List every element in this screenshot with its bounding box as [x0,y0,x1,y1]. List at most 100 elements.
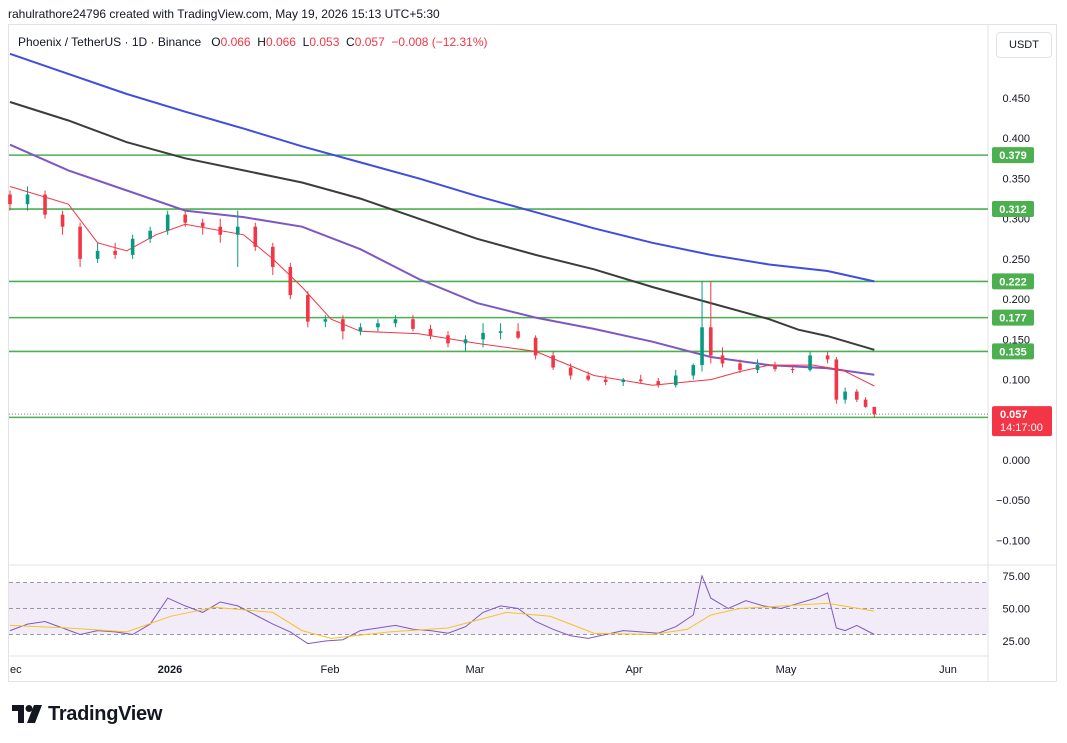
candle-body [323,319,328,322]
price-tick-label: 0.100 [1002,375,1030,387]
price-tick-label: 0.200 [1002,294,1030,306]
moving-average-line [9,186,875,387]
candle-body [306,295,310,322]
candle-body [738,363,742,370]
price-tick-label: 0.400 [1002,133,1030,145]
candle-body [113,250,117,255]
candle-body [691,365,696,376]
time-tick-label: Feb [321,664,340,676]
candle-body [872,406,877,415]
level-price-label: 0.135 [999,346,1027,358]
candle-body [60,214,65,227]
tradingview-logo[interactable]: TradingView [12,702,162,726]
price-tick-label: 0.150 [1002,334,1030,346]
rsi-tick-label: 25.00 [1002,636,1030,648]
low-value: 0.053 [309,35,340,49]
change-value: −0.008 (−12.31%) [391,35,488,49]
level-price-label: 0.312 [999,204,1027,216]
candle-body [358,327,363,332]
candle-body [78,226,82,259]
candle-body [8,194,12,205]
candle-body [165,214,170,231]
level-price-label: 0.177 [999,313,1027,325]
level-price-label: 0.379 [999,150,1027,162]
price-tick-label: 0.000 [1002,455,1030,467]
time-tick-label: Apr [625,664,642,676]
candle-body [235,226,240,235]
price-tick-label: 0.250 [1002,254,1030,266]
candle-body [183,214,187,223]
time-tick-label: 2026 [158,664,182,676]
watermark-text: rahulrathore24796 created with TradingVi… [8,7,440,21]
symbol-legend: Phoenix / TetherUS · 1D · Binance O0.066… [18,35,488,49]
candle-body [843,391,847,400]
candle-body [773,365,777,370]
candle-body [43,194,47,215]
candle-body [428,328,433,336]
candle-body [393,319,398,324]
level-price-badge [992,147,1034,164]
candle-body [700,327,704,366]
price-tick-label: 0.450 [1002,93,1030,105]
logo-text: TradingView [48,702,163,725]
candle-body [341,319,345,332]
candle-body [603,379,608,382]
time-tick-label: Mar [466,664,485,676]
candle-body [834,359,839,400]
level-price-label: 0.222 [999,276,1027,288]
price-tick-label: 0.350 [1002,173,1030,185]
rsi-line [9,574,875,645]
candle-body [755,365,760,370]
candle-body [253,226,258,247]
candle-body [481,332,485,340]
open-value: 0.066 [220,35,251,49]
level-price-badge [992,309,1034,326]
candle-body [271,246,275,267]
candle-body [863,399,868,407]
open-label: O [211,35,221,49]
low-label: L [302,35,310,49]
currency-button[interactable]: USDT [996,32,1052,58]
candle-body [130,238,135,255]
candle-body [790,369,795,371]
level-price-badge [992,201,1034,218]
time-tick-label: Jun [939,664,957,676]
candle-body [516,331,520,338]
candle-body [825,355,830,360]
high-label: H [257,35,266,49]
candle-body [25,194,30,205]
close-label: C [346,35,355,49]
candle-body [673,375,678,386]
rsi-tick-label: 75.00 [1002,571,1030,583]
candle-body [446,335,450,344]
rsi-band-fill [9,582,988,635]
candle-body [288,266,293,296]
candle-body [720,355,725,364]
candle-body [95,250,100,259]
rsi-ma-line [9,602,875,639]
chart-frame [8,24,1057,682]
candle-body [808,355,812,370]
moving-average-line [9,101,875,351]
time-tick-label: May [776,664,797,676]
candle-body [551,355,555,368]
last-price-label: 0.057 [1000,409,1028,421]
close-value: 0.057 [354,35,385,49]
candle-body [586,375,590,380]
price-tick-label: −0.100 [996,535,1030,547]
candle-body [638,379,643,382]
level-price-badge [992,343,1034,360]
level-price-badge [992,273,1034,290]
tradingview-logo-icon [12,705,42,723]
candle-body [656,381,661,386]
symbol-name[interactable]: Phoenix / TetherUS · 1D · Binance [18,35,202,49]
rsi-tick-label: 50.00 [1002,604,1030,616]
candle-body [533,337,538,356]
price-tick-label: −0.050 [996,495,1030,507]
candle-body [218,226,223,235]
candle-body [498,331,503,333]
candle-body [709,327,713,356]
candle-body [463,339,468,344]
moving-average-line [9,52,875,283]
